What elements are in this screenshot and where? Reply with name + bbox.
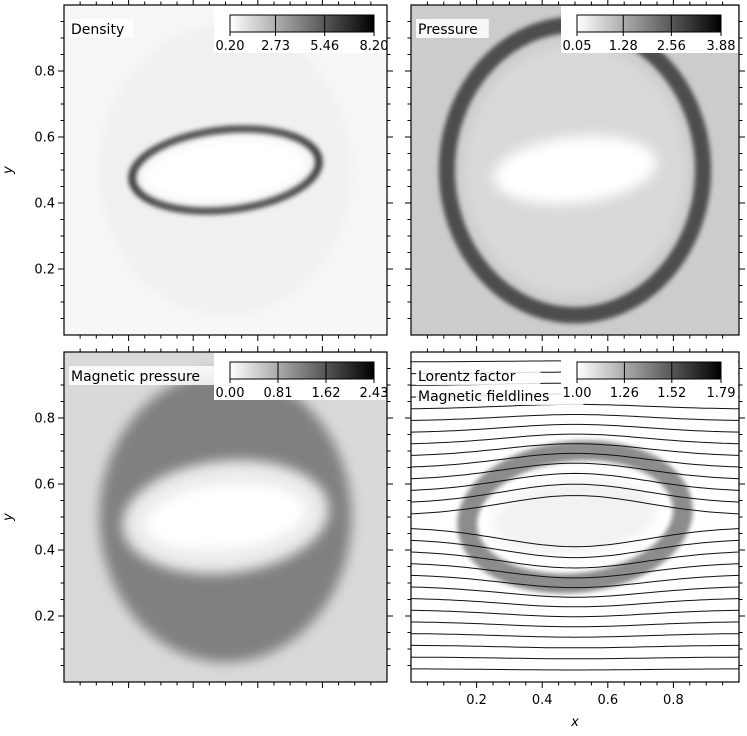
panel-title: Density [71, 22, 124, 38]
y-tick-label: 0.8 [34, 412, 55, 427]
panel-title-bg [416, 386, 584, 405]
heatmap-field [411, 5, 739, 335]
panel-title-bg [69, 366, 220, 385]
panel-title: Magnetic pressure [71, 369, 200, 385]
x-tick-label: 0.2 [466, 693, 487, 708]
panel-title: Lorentz factor [418, 369, 516, 385]
fieldline [411, 574, 739, 589]
colorbar-tick-label: 2.43 [360, 386, 389, 401]
panel-title-bg [416, 19, 489, 38]
colorbar [576, 14, 722, 33]
fieldline [411, 433, 739, 445]
colorbar-tick-label: 1.28 [609, 39, 638, 54]
heatmap-field [64, 352, 387, 682]
fieldline [411, 414, 739, 421]
panel-subtitle: Magnetic fieldlines [418, 389, 549, 405]
colorbar [229, 14, 375, 33]
panel-title-bg [69, 19, 134, 38]
fieldline [411, 633, 739, 638]
colorbar-tick-label: 0.00 [216, 386, 245, 401]
colorbar-tick-label: 2.56 [657, 39, 686, 54]
panel-title: Pressure [418, 22, 478, 38]
colorbar-tick-label: 1.62 [312, 386, 341, 401]
fieldline [411, 644, 739, 649]
y-tick-label: 0.6 [34, 131, 55, 146]
colorbar-tick-label: 1.26 [610, 386, 639, 401]
y-tick-label: 0.2 [34, 263, 55, 278]
fieldline [411, 621, 739, 628]
x-axis-label: x [570, 715, 579, 730]
colorbar [576, 361, 722, 380]
x-tick-label: 0.4 [532, 693, 553, 708]
fieldline [411, 495, 739, 515]
fieldline [411, 483, 739, 503]
colorbar-tick-label: 1.00 [563, 386, 592, 401]
fieldline [411, 528, 739, 548]
heatmap-structure [145, 483, 306, 551]
fieldline [411, 462, 739, 480]
fieldline [411, 563, 739, 579]
fieldline [411, 472, 739, 491]
y-tick-label: 0.6 [34, 478, 55, 493]
fieldline [411, 452, 739, 468]
colorbar-tick-label: 2.73 [261, 39, 290, 54]
fieldline [411, 598, 739, 608]
fieldline [411, 656, 739, 660]
x-tick-label: 0.6 [597, 693, 618, 708]
fieldline [411, 539, 739, 559]
y-axis-label: y [1, 166, 16, 175]
colorbar-tick-label: 1.52 [657, 386, 686, 401]
colorbar-tick-label: 5.46 [310, 39, 339, 54]
heatmap-structure [493, 136, 657, 204]
colorbar-tick-label: 0.81 [264, 386, 293, 401]
y-tick-label: 0.8 [34, 65, 55, 80]
fieldline [411, 551, 739, 569]
fieldline [411, 586, 739, 598]
colorbar-tick-label: 3.88 [707, 39, 736, 54]
heatmap-field [64, 5, 387, 335]
fieldline [411, 423, 739, 433]
colorbar-tick-label: 0.20 [216, 39, 245, 54]
panel-title-bg [416, 366, 541, 385]
panel-3: 0.2 0.4 0.6 0.8 y Magnetic pressure 0.00 0.81 1.… [1, 346, 393, 688]
heatmap-structure [457, 440, 693, 594]
y-tick-label: 0.2 [34, 610, 55, 625]
fieldline [411, 443, 739, 456]
panel-4: 0.2 0.4 0.6 0.8 x Lorentz factor Magnetic fiel… [405, 346, 745, 730]
colorbar-tick-label: 0.05 [563, 39, 592, 54]
y-tick-label: 0.4 [34, 197, 55, 212]
x-tick-label: 0.8 [663, 693, 684, 708]
panel-2: Pressure 0.05 1.28 2.56 3.88 [405, 0, 745, 341]
y-tick-label: 0.4 [34, 544, 55, 559]
fieldline [411, 609, 739, 618]
heatmap-structure [128, 125, 323, 215]
heatmap-structure [141, 136, 310, 204]
colorbar-tick-label: 8.20 [360, 39, 389, 54]
y-axis-label: y [1, 513, 16, 522]
colorbar [229, 361, 375, 380]
fieldline [411, 668, 739, 671]
colorbar-tick-label: 1.79 [707, 386, 736, 401]
panel-1: 0.2 0.4 0.6 0.8 y Density 0.20 2.73 5.46 8.20 [1, 0, 393, 341]
